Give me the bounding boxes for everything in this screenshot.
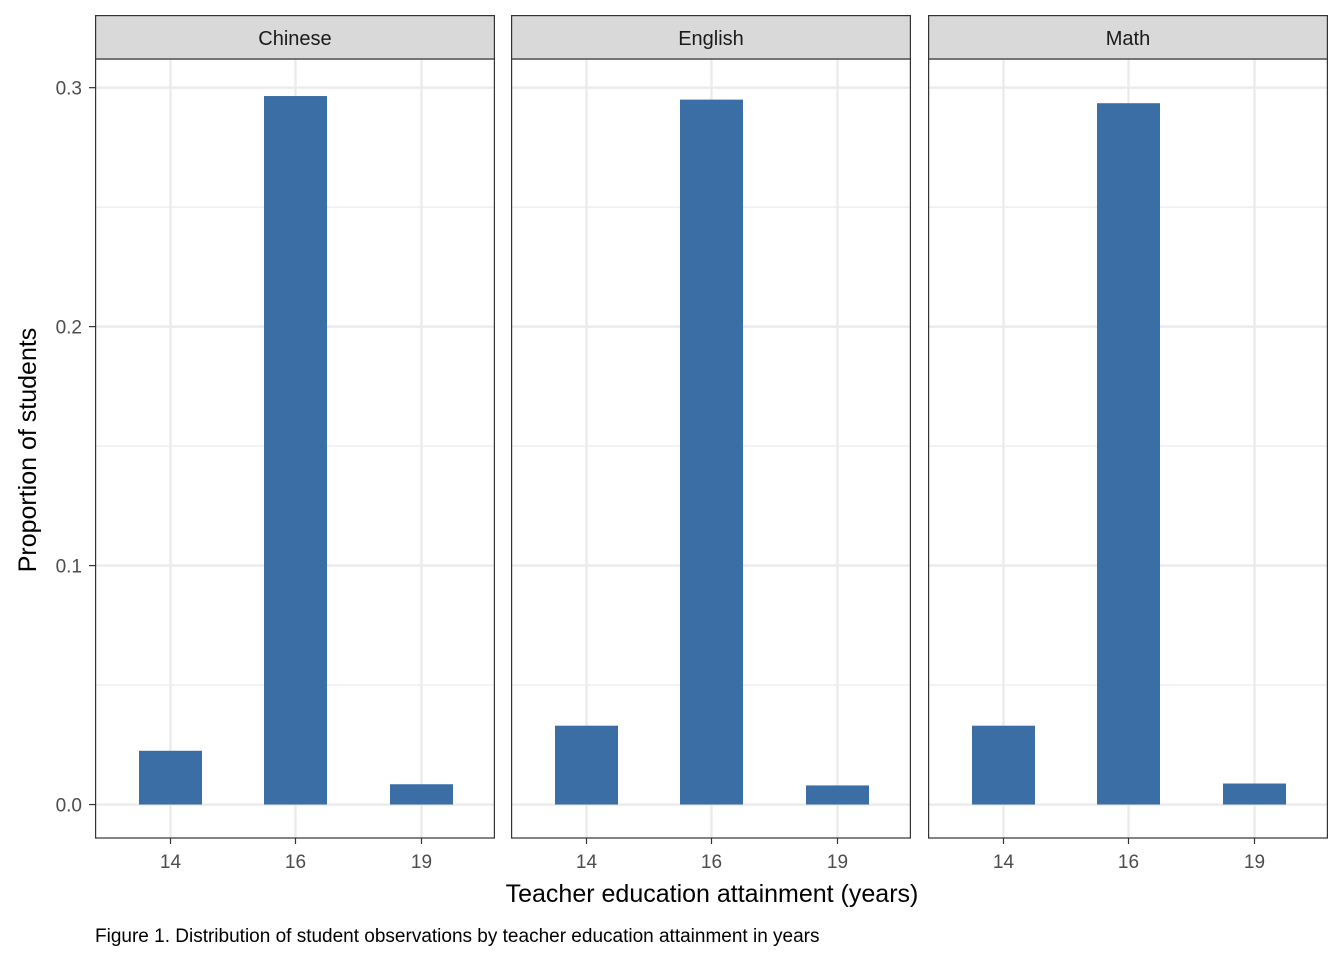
y-tick-label: 0.2 (56, 318, 82, 339)
y-axis-title: Proportion of students (14, 328, 42, 573)
facet-panels: Chinese English Math (94, 15, 1328, 839)
bar-english-16 (680, 99, 743, 805)
x-tick-label: 16 (1118, 852, 1139, 873)
bar-english-19 (806, 785, 869, 805)
facet-panel-math: Math (927, 15, 1328, 839)
facet-panel-english: English (511, 15, 911, 839)
x-tick-label: 16 (285, 852, 306, 873)
facet-strip (511, 15, 911, 60)
y-tick-label: 0.1 (56, 557, 82, 578)
bar-math-14 (972, 725, 1035, 805)
x-axis: 14 16 19 14 16 19 14 16 19 (160, 838, 1265, 873)
y-axis: 0.0 0.1 0.2 0.3 (56, 79, 95, 817)
bar-chinese-14 (139, 750, 202, 805)
bar-english-14 (555, 725, 618, 805)
bar-math-16 (1097, 103, 1160, 805)
bar-chinese-16 (264, 96, 327, 805)
facet-strip-label: English (678, 28, 744, 50)
facet-strip (927, 15, 1328, 60)
facet-panel-chinese: Chinese (94, 15, 495, 839)
x-tick-label: 14 (160, 852, 182, 873)
facet-strip-label: Math (1106, 28, 1150, 50)
bar-chinese-19 (390, 784, 453, 805)
x-tick-label: 14 (576, 852, 598, 873)
x-axis-title: Teacher education attainment (years) (506, 880, 919, 908)
x-tick-label: 14 (993, 852, 1015, 873)
x-tick-label: 19 (827, 852, 848, 873)
facet-strip (94, 15, 495, 60)
facet-strip-label: Chinese (258, 28, 331, 50)
bar-math-19 (1223, 783, 1286, 805)
y-tick-label: 0.3 (56, 79, 82, 100)
x-tick-label: 19 (411, 852, 432, 873)
x-tick-label: 16 (701, 852, 722, 873)
y-tick-label: 0.0 (56, 796, 82, 817)
x-tick-label: 19 (1244, 852, 1265, 873)
figure-caption: Figure 1. Distribution of student observ… (95, 926, 820, 947)
